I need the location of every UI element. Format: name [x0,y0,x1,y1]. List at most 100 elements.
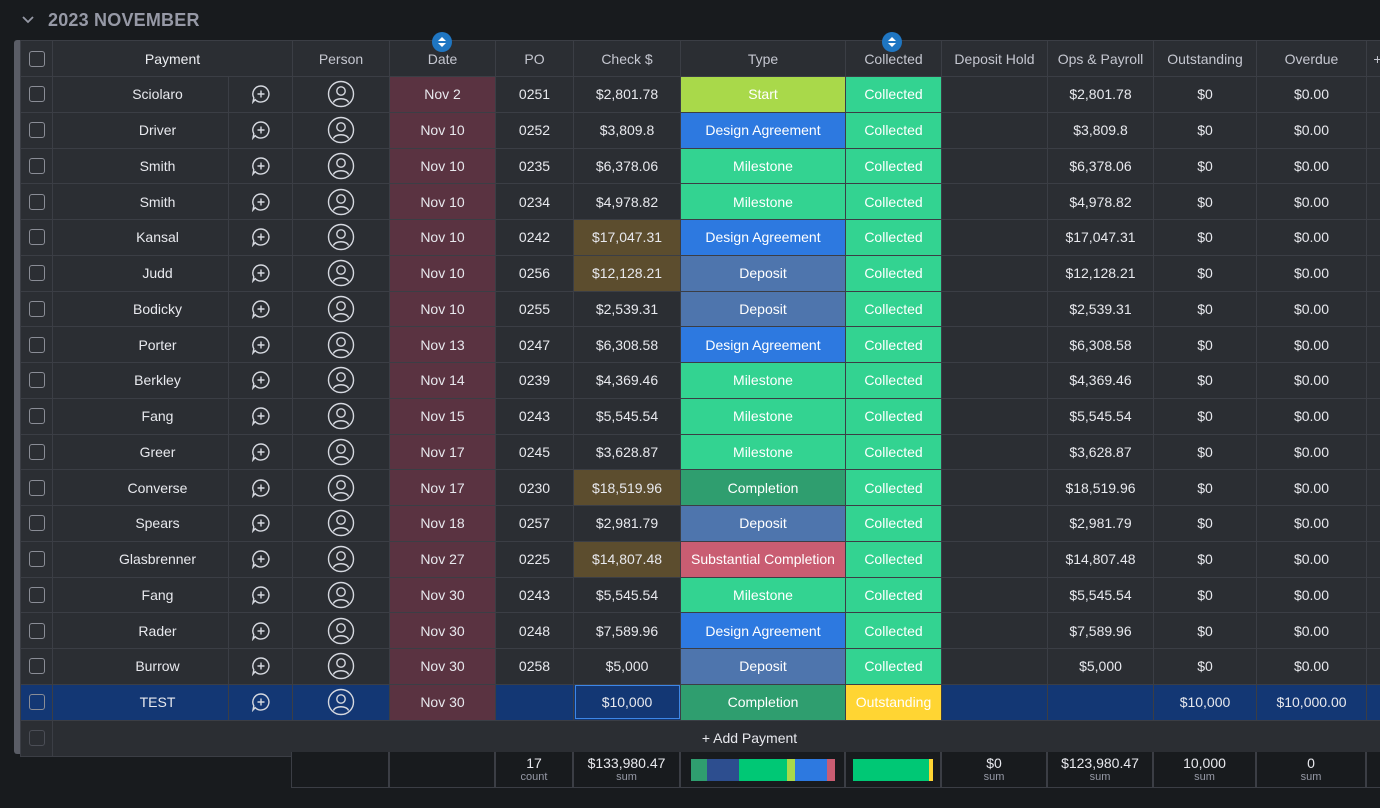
type-status[interactable]: Completion [681,470,845,505]
person-avatar-icon[interactable] [294,152,389,180]
table-row[interactable]: Berkley Nov 14 0239 $4,369.46 Milestone Colle… [20,362,1380,399]
date-cell[interactable]: Nov 30 [389,576,496,614]
deposit-hold-cell[interactable] [941,254,1048,292]
person-cell[interactable] [292,540,390,578]
type-cell[interactable]: Milestone [680,362,846,399]
row-checkbox[interactable] [28,157,45,174]
row-checkbox[interactable] [28,122,45,139]
person-avatar-icon[interactable] [294,545,389,573]
person-cell[interactable] [292,362,390,399]
person-cell[interactable] [292,612,390,649]
po-cell[interactable]: 0234 [495,183,574,220]
payment-name[interactable]: Rader [52,612,229,649]
collected-cell[interactable]: Outstanding [845,683,942,721]
table-row[interactable]: Fang Nov 30 0243 $5,545.54 Milestone Collecte… [20,576,1380,614]
check-cell[interactable]: $5,000 [573,648,681,685]
table-row[interactable]: Burrow Nov 30 0258 $5,000 Deposit Collected $5… [20,648,1380,685]
column-header-person[interactable]: Person [292,40,390,77]
person-avatar-icon[interactable] [294,331,389,359]
check-cell[interactable]: $6,378.06 [573,147,681,185]
collected-cell[interactable]: Collected [845,219,942,256]
row-checkbox[interactable] [28,300,45,317]
column-header-overdue[interactable]: Overdue [1256,40,1367,77]
row-checkbox-cell[interactable] [20,433,53,471]
date-cell[interactable]: Nov 10 [389,219,496,256]
table-row[interactable]: Converse Nov 17 0230 $18,519.96 Completion Co… [20,469,1380,506]
collected-status[interactable]: Collected [846,291,941,326]
table-row[interactable]: Kansal Nov 10 0242 $17,047.31 Design Agreeme… [20,219,1380,256]
deposit-hold-cell[interactable] [941,540,1048,578]
check-cell[interactable]: $5,545.54 [573,397,681,435]
add-update-icon[interactable] [228,183,293,220]
sort-icon-collected[interactable] [882,32,902,52]
collected-status[interactable]: Collected [846,470,941,505]
person-avatar-icon[interactable] [294,688,389,716]
row-checkbox[interactable] [28,658,45,675]
check-cell[interactable]: $18,519.96 [573,469,681,506]
person-cell[interactable] [292,576,390,614]
date-cell[interactable]: Nov 2 [389,76,496,113]
collected-cell[interactable]: Collected [845,540,942,578]
collected-cell[interactable]: Collected [845,326,942,363]
add-update-icon[interactable] [228,254,293,292]
collected-status[interactable]: Collected [846,77,941,112]
row-checkbox-cell[interactable] [20,612,53,649]
column-header-deposit-hold[interactable]: Deposit Hold [941,40,1048,77]
type-cell[interactable]: Start [680,76,846,113]
collected-cell[interactable]: Collected [845,147,942,185]
payment-name[interactable]: Sciolaro [52,76,229,113]
row-checkbox-cell[interactable] [20,111,53,149]
type-cell[interactable]: Design Agreement [680,219,846,256]
add-payment-button[interactable]: + Add Payment [52,719,1380,757]
payment-name[interactable]: Greer [52,433,229,471]
payment-name[interactable]: Berkley [52,362,229,399]
type-cell[interactable]: Deposit [680,290,846,328]
select-all-cell[interactable] [20,40,53,77]
sort-icon-date[interactable] [432,32,452,52]
row-checkbox[interactable] [28,551,45,568]
summary-overdue[interactable]: 0 sum [1256,752,1366,788]
date-cell[interactable]: Nov 10 [389,183,496,220]
payment-name[interactable]: Smith [52,183,229,220]
row-checkbox-cell[interactable] [20,254,53,292]
collected-status[interactable]: Outstanding [846,685,941,720]
payment-name[interactable]: Judd [52,254,229,292]
person-avatar-icon[interactable] [294,581,389,609]
type-cell[interactable]: Milestone [680,147,846,185]
type-cell[interactable]: Milestone [680,183,846,220]
collected-cell[interactable]: Collected [845,290,942,328]
po-cell[interactable]: 0230 [495,469,574,506]
row-checkbox-cell[interactable] [20,576,53,614]
person-avatar-icon[interactable] [294,259,389,287]
row-checkbox[interactable] [28,372,45,389]
date-cell[interactable]: Nov 10 [389,147,496,185]
row-checkbox[interactable] [28,229,45,246]
row-checkbox[interactable] [28,408,45,425]
person-avatar-icon[interactable] [294,474,389,502]
person-cell[interactable] [292,397,390,435]
po-cell[interactable]: 0235 [495,147,574,185]
collected-cell[interactable]: Collected [845,612,942,649]
person-cell[interactable] [292,648,390,685]
deposit-hold-cell[interactable] [941,362,1048,399]
summary-type[interactable] [680,752,845,788]
deposit-hold-cell[interactable] [941,147,1048,185]
deposit-hold-cell[interactable] [941,505,1048,542]
add-update-icon[interactable] [228,147,293,185]
check-cell[interactable]: $2,981.79 [573,505,681,542]
table-row[interactable]: Judd Nov 10 0256 $12,128.21 Deposit Collected… [20,254,1380,292]
date-cell[interactable]: Nov 10 [389,111,496,149]
person-avatar-icon[interactable] [294,402,389,430]
collected-cell[interactable]: Collected [845,433,942,471]
date-cell[interactable]: Nov 13 [389,326,496,363]
type-cell[interactable]: Completion [680,683,846,721]
collected-status[interactable]: Collected [846,542,941,577]
payment-name[interactable]: Converse [52,469,229,506]
collected-status[interactable]: Collected [846,649,941,684]
check-cell[interactable]: $4,369.46 [573,362,681,399]
summary-po[interactable]: 17 count [495,752,573,788]
row-checkbox-cell[interactable] [20,540,53,578]
type-status[interactable]: Design Agreement [681,220,845,255]
add-update-icon[interactable] [228,469,293,506]
add-update-icon[interactable] [228,111,293,149]
